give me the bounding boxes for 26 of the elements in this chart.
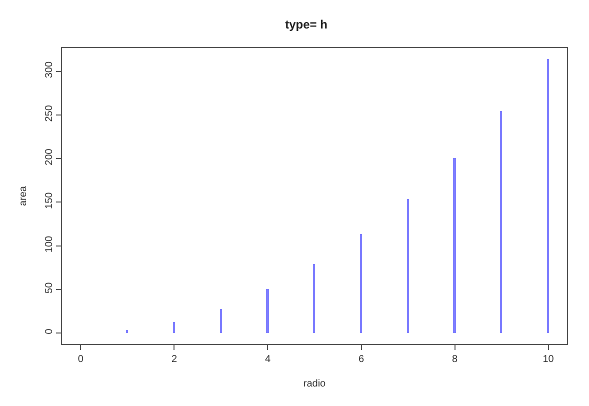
y-tick-label: 50 <box>44 282 55 294</box>
bar <box>453 158 456 333</box>
x-tick-label: 2 <box>171 354 178 365</box>
bar <box>547 59 549 333</box>
x-axis-title: radio <box>303 378 326 390</box>
bar <box>266 289 269 333</box>
bar <box>173 322 175 333</box>
bar <box>360 234 362 333</box>
bar <box>126 330 128 333</box>
x-tick-label: 4 <box>264 354 271 365</box>
bar <box>500 111 502 333</box>
y-axis-title: area <box>18 186 29 206</box>
bar <box>220 309 222 333</box>
bar <box>407 199 409 333</box>
y-tick-label: 300 <box>44 61 55 78</box>
x-tick-label: 0 <box>78 354 84 365</box>
y-tick-label: 0 <box>44 328 55 334</box>
x-tick-label: 8 <box>452 354 458 365</box>
chart-title: type= h <box>285 18 328 32</box>
y-tick-label: 100 <box>44 235 55 253</box>
x-tick-label: 6 <box>358 354 364 365</box>
y-tick-label: 150 <box>44 192 55 209</box>
x-tick-label: 10 <box>542 354 554 365</box>
y-tick-label: 250 <box>44 104 55 122</box>
bar <box>313 264 315 333</box>
y-tick-label: 200 <box>44 148 55 166</box>
